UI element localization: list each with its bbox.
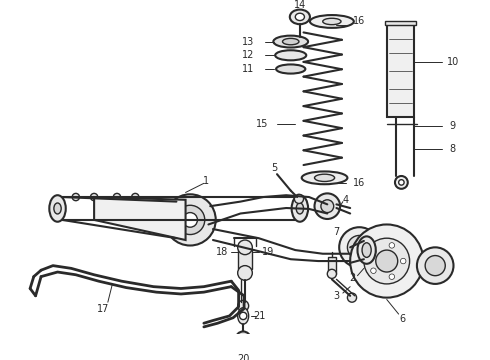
Circle shape <box>370 268 376 274</box>
Ellipse shape <box>323 18 341 25</box>
Bar <box>238 249 252 269</box>
Circle shape <box>395 176 408 189</box>
Text: 14: 14 <box>294 0 306 10</box>
Circle shape <box>347 235 371 259</box>
Text: 16: 16 <box>353 178 366 188</box>
Ellipse shape <box>302 171 347 184</box>
Circle shape <box>175 205 205 234</box>
Ellipse shape <box>54 203 61 214</box>
Text: 19: 19 <box>262 247 274 257</box>
Text: 10: 10 <box>446 57 459 67</box>
Text: 8: 8 <box>449 144 456 154</box>
Ellipse shape <box>273 36 308 48</box>
Text: 21: 21 <box>253 311 266 321</box>
Polygon shape <box>94 197 186 240</box>
Ellipse shape <box>296 203 303 214</box>
Text: 15: 15 <box>255 119 268 129</box>
Circle shape <box>165 194 216 246</box>
Text: 11: 11 <box>242 64 254 74</box>
Ellipse shape <box>275 50 306 60</box>
Circle shape <box>294 194 303 203</box>
Ellipse shape <box>238 308 248 324</box>
Text: 1: 1 <box>203 176 209 185</box>
Ellipse shape <box>49 195 66 222</box>
Circle shape <box>315 193 340 219</box>
Ellipse shape <box>292 195 308 222</box>
Circle shape <box>347 293 357 302</box>
Circle shape <box>400 258 406 264</box>
Circle shape <box>238 240 252 255</box>
Circle shape <box>376 250 398 272</box>
Circle shape <box>183 213 197 227</box>
Ellipse shape <box>315 174 335 181</box>
Ellipse shape <box>295 13 304 21</box>
Circle shape <box>399 180 404 185</box>
Text: 9: 9 <box>449 121 456 131</box>
Circle shape <box>370 249 376 254</box>
Text: 3: 3 <box>333 291 340 301</box>
Circle shape <box>327 269 337 278</box>
Text: 2: 2 <box>349 273 355 283</box>
Circle shape <box>389 274 394 279</box>
Text: 12: 12 <box>242 50 254 60</box>
Text: 13: 13 <box>242 37 254 46</box>
Text: 17: 17 <box>97 303 109 314</box>
Circle shape <box>72 193 79 201</box>
Circle shape <box>240 312 247 320</box>
Text: 16: 16 <box>353 17 366 27</box>
Bar <box>387 25 414 117</box>
Text: 7: 7 <box>333 227 340 237</box>
Circle shape <box>113 193 121 201</box>
Circle shape <box>364 238 410 284</box>
Text: 6: 6 <box>399 314 405 324</box>
Ellipse shape <box>362 243 371 257</box>
Circle shape <box>238 300 248 311</box>
Circle shape <box>240 335 247 342</box>
Text: 5: 5 <box>271 163 277 173</box>
Bar <box>385 22 416 25</box>
Ellipse shape <box>358 237 376 264</box>
Ellipse shape <box>276 64 305 73</box>
Circle shape <box>417 247 454 284</box>
Ellipse shape <box>290 10 310 24</box>
Circle shape <box>425 256 445 276</box>
Text: 4: 4 <box>343 195 349 205</box>
Text: 20: 20 <box>237 354 249 360</box>
Circle shape <box>350 225 423 298</box>
Circle shape <box>238 266 252 280</box>
Ellipse shape <box>310 15 354 28</box>
Circle shape <box>389 243 394 248</box>
Text: 18: 18 <box>216 247 228 257</box>
Bar <box>328 257 337 274</box>
Circle shape <box>236 332 250 346</box>
Ellipse shape <box>283 39 299 45</box>
Circle shape <box>132 193 139 201</box>
Circle shape <box>339 227 379 267</box>
Circle shape <box>321 200 334 213</box>
Circle shape <box>91 193 98 201</box>
